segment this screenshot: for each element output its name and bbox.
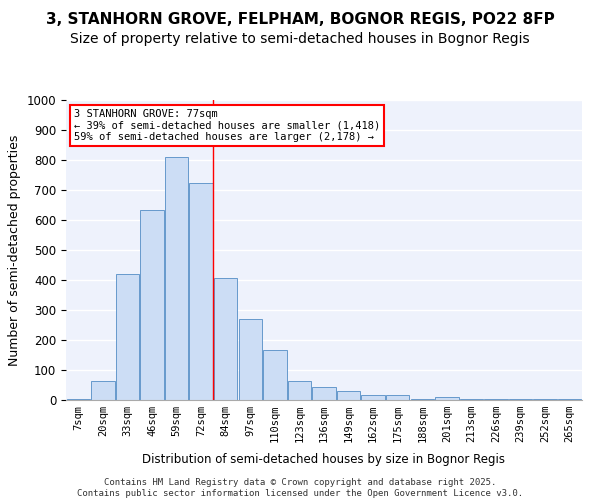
- Bar: [116, 274, 139, 400]
- Bar: [558, 398, 581, 400]
- Bar: [239, 319, 262, 400]
- Bar: [214, 278, 238, 400]
- Bar: [460, 398, 483, 400]
- Text: Contains HM Land Registry data © Crown copyright and database right 2025.
Contai: Contains HM Land Registry data © Crown c…: [77, 478, 523, 498]
- Bar: [67, 398, 90, 400]
- Bar: [165, 157, 188, 400]
- Bar: [140, 210, 164, 400]
- Bar: [313, 386, 335, 400]
- Text: 3, STANHORN GROVE, FELPHAM, BOGNOR REGIS, PO22 8FP: 3, STANHORN GROVE, FELPHAM, BOGNOR REGIS…: [46, 12, 554, 28]
- Bar: [386, 394, 409, 400]
- X-axis label: Distribution of semi-detached houses by size in Bognor Regis: Distribution of semi-detached houses by …: [143, 454, 505, 466]
- Bar: [435, 397, 458, 400]
- Bar: [361, 394, 385, 400]
- Text: Size of property relative to semi-detached houses in Bognor Regis: Size of property relative to semi-detach…: [70, 32, 530, 46]
- Bar: [263, 350, 287, 400]
- Bar: [410, 398, 434, 400]
- Bar: [337, 391, 360, 400]
- Bar: [190, 182, 213, 400]
- Bar: [288, 380, 311, 400]
- Y-axis label: Number of semi-detached properties: Number of semi-detached properties: [8, 134, 21, 366]
- Bar: [91, 380, 115, 400]
- Text: 3 STANHORN GROVE: 77sqm
← 39% of semi-detached houses are smaller (1,418)
59% of: 3 STANHORN GROVE: 77sqm ← 39% of semi-de…: [74, 109, 380, 142]
